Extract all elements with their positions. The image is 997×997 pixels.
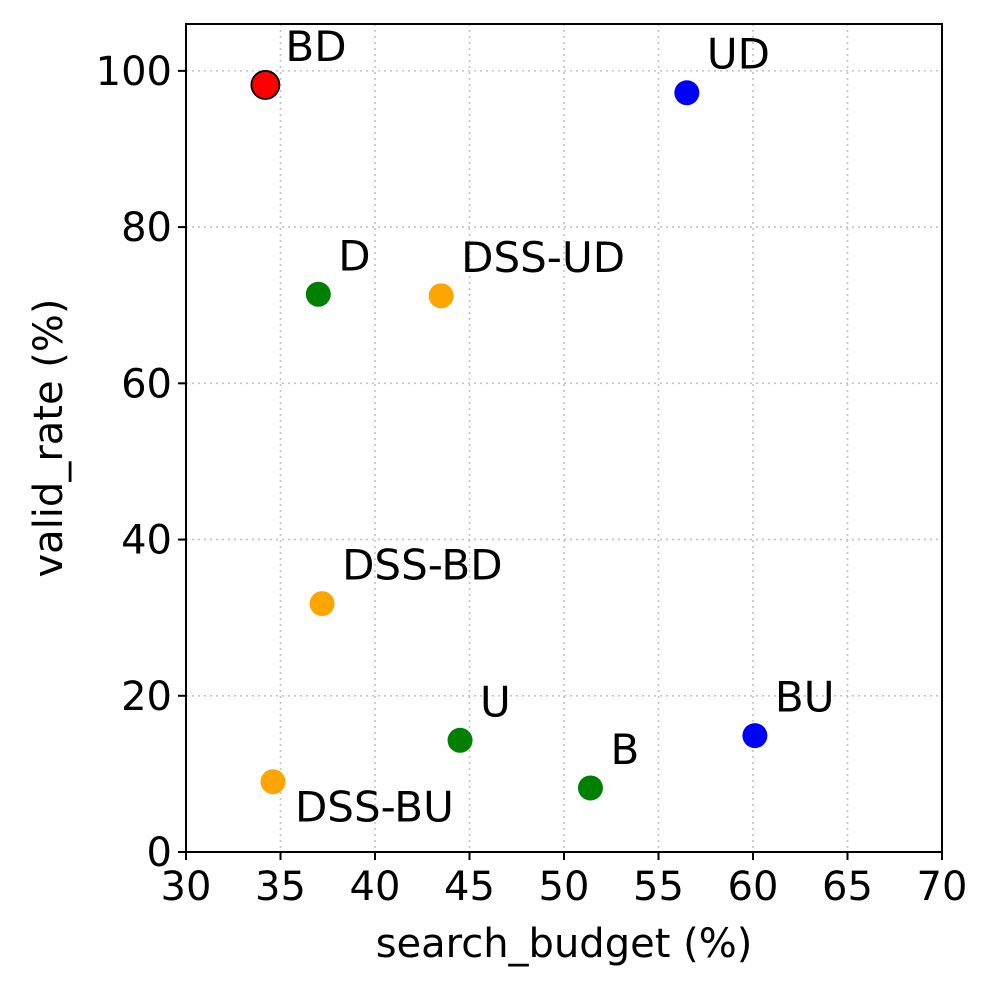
x-tick-label: 45 (444, 864, 495, 910)
x-tick-label: 50 (539, 864, 590, 910)
data-point (305, 281, 331, 307)
point-label: UD (707, 30, 770, 79)
point-label: D (338, 231, 370, 280)
data-point (428, 283, 454, 309)
data-point (309, 591, 335, 617)
y-tick-label: 40 (121, 518, 172, 564)
data-point (447, 727, 473, 753)
data-point (674, 80, 700, 106)
grid (185, 24, 943, 853)
point-label: B (610, 725, 639, 774)
x-tick-label: 30 (161, 864, 212, 910)
x-tick-label: 55 (633, 864, 684, 910)
data-point (742, 723, 768, 749)
x-tick-label: 35 (255, 864, 306, 910)
data-points: BD UD D DSS-UD DSS-BD BU U B DSS-BU (250, 22, 835, 832)
axis-ticks: 30 35 40 45 50 55 60 65 70 0 20 40 60 80 100 (96, 49, 968, 910)
y-tick-label: 80 (121, 205, 172, 251)
x-tick-label: 70 (917, 864, 968, 910)
data-point (250, 70, 281, 100)
y-tick-label: 100 (96, 49, 172, 95)
data-point (260, 769, 286, 795)
y-tick-label: 20 (121, 674, 172, 720)
point-label: DSS-BU (295, 783, 454, 832)
y-tick-label: 60 (121, 361, 172, 407)
y-tick-label: 0 (147, 830, 172, 876)
y-axis-label: valid_rate (%) (26, 299, 72, 578)
x-tick-label: 65 (822, 864, 873, 910)
point-label: BD (285, 22, 346, 71)
x-axis-label: search_budget (%) (376, 921, 753, 967)
plot-frame (185, 23, 943, 853)
data-point (577, 775, 603, 801)
x-tick-label: 60 (728, 864, 779, 910)
point-label: DSS-UD (461, 233, 625, 282)
x-tick-label: 40 (350, 864, 401, 910)
point-label: BU (775, 673, 835, 722)
point-label: DSS-BD (342, 541, 502, 590)
point-label: U (480, 677, 511, 726)
